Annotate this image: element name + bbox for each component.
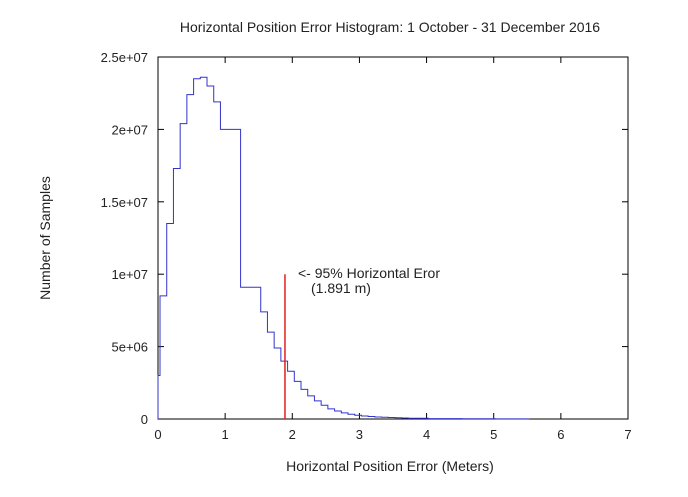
x-tick-label: 5 xyxy=(490,427,497,442)
annotation-95-percent-label: <- 95% Horizontal Eror xyxy=(298,265,440,281)
y-tick-label: 1e+07 xyxy=(111,267,148,282)
y-axis-label: Number of Samples xyxy=(37,176,53,300)
plot-frame xyxy=(157,56,629,420)
x-tick-label: 0 xyxy=(154,427,161,442)
x-tick-label: 6 xyxy=(557,427,564,442)
y-tick-label: 0 xyxy=(141,412,148,427)
histogram-series xyxy=(157,76,530,420)
x-tick-label: 7 xyxy=(624,427,631,442)
x-tick-label: 4 xyxy=(423,427,430,442)
x-axis-ticks: 0 1 2 3 4 5 6 7 xyxy=(154,57,632,442)
x-axis-label: Horizontal Position Error (Meters) xyxy=(286,458,494,474)
chart-title: Horizontal Position Error Histogram: 1 O… xyxy=(180,19,600,35)
y-tick-label: 5e+06 xyxy=(111,340,148,355)
x-tick-label: 2 xyxy=(289,427,296,442)
x-tick-label: 3 xyxy=(356,427,363,442)
y-tick-label: 1.5e+07 xyxy=(101,195,148,210)
x-tick-label: 1 xyxy=(222,427,229,442)
y-tick-label: 2e+07 xyxy=(111,122,148,137)
y-axis-ticks: 0 5e+06 1e+07 1.5e+07 2e+07 2.5e+07 xyxy=(101,50,628,427)
annotation-95-percent-value: (1.891 m) xyxy=(311,280,371,296)
y-tick-label: 2.5e+07 xyxy=(101,50,148,65)
